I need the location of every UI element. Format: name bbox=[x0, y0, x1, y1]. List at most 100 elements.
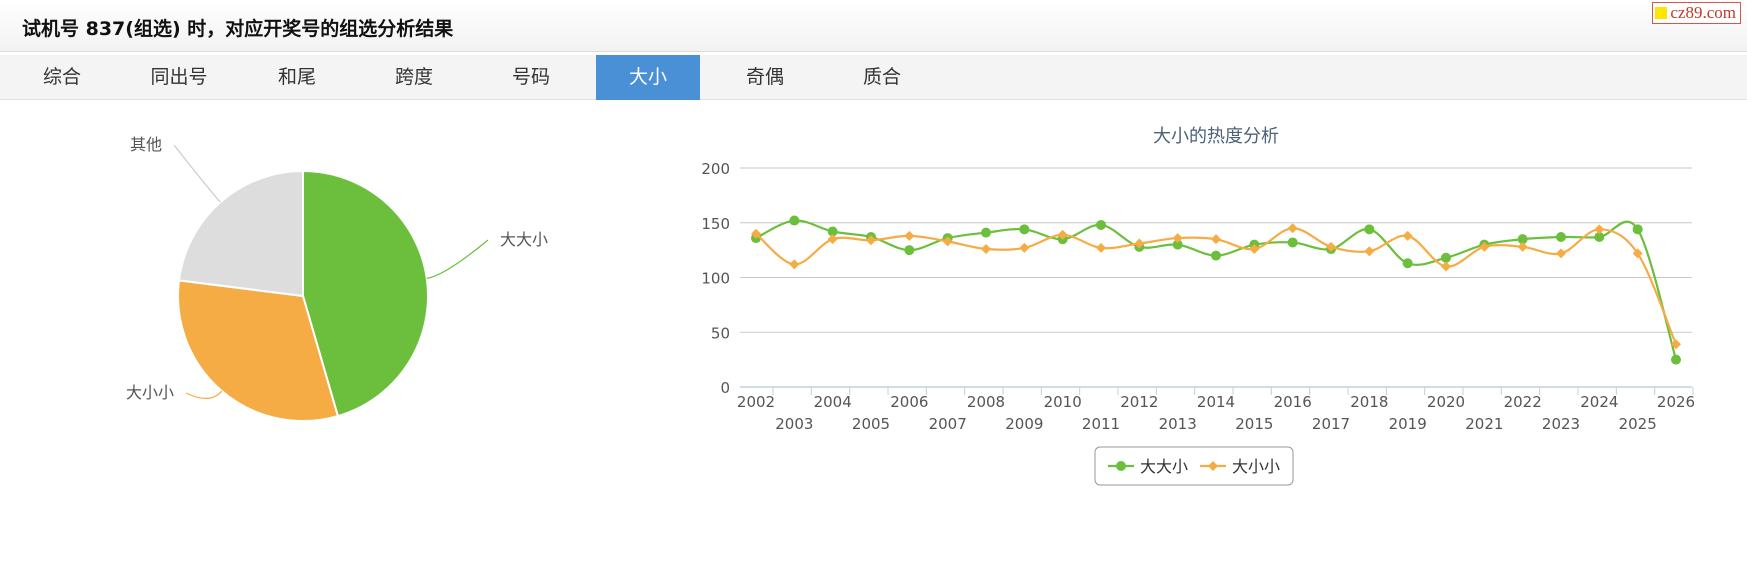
data-point[interactable] bbox=[904, 245, 915, 256]
data-point[interactable] bbox=[1556, 231, 1566, 242]
x-tick-label: 2002 bbox=[737, 393, 775, 411]
data-point[interactable] bbox=[827, 226, 838, 237]
data-point[interactable] bbox=[1594, 231, 1605, 242]
brand-square-icon bbox=[1655, 7, 1668, 19]
tab-和尾[interactable]: 和尾 bbox=[277, 66, 316, 88]
x-tick-label: 2008 bbox=[967, 393, 1005, 411]
x-tick-label: 2016 bbox=[1274, 393, 1312, 411]
y-tick-label: 150 bbox=[701, 215, 730, 233]
x-tick-label: 2014 bbox=[1197, 393, 1235, 411]
x-tick-label: 2023 bbox=[1542, 415, 1580, 433]
page-title: 试机号 837(组选) 时，对应开奖号的组选分析结果 bbox=[22, 18, 454, 40]
data-point[interactable] bbox=[1364, 246, 1375, 257]
data-point[interactable] bbox=[827, 234, 838, 245]
pie-slice[interactable] bbox=[302, 169, 429, 418]
data-point[interactable] bbox=[1019, 224, 1030, 235]
data-point[interactable] bbox=[1287, 237, 1298, 248]
x-tick-label: 2022 bbox=[1504, 393, 1542, 411]
pie-slice[interactable] bbox=[177, 169, 304, 298]
data-point[interactable] bbox=[789, 259, 800, 270]
data-point[interactable] bbox=[1632, 248, 1643, 259]
page-header: 试机号 837(组选) 时，对应开奖号的组选分析结果 cz89.com bbox=[0, 0, 1747, 52]
data-point[interactable] bbox=[1479, 241, 1490, 252]
y-tick-label: 0 bbox=[720, 379, 730, 397]
tab-号码[interactable]: 号码 bbox=[511, 66, 550, 88]
data-point[interactable] bbox=[981, 227, 991, 238]
data-point[interactable] bbox=[789, 215, 800, 226]
data-point[interactable] bbox=[1249, 244, 1260, 255]
tab-奇偶[interactable]: 奇偶 bbox=[745, 66, 784, 88]
x-tick-label: 2018 bbox=[1350, 393, 1388, 411]
tab-同出号[interactable]: 同出号 bbox=[150, 66, 208, 88]
tab-大小[interactable]: 大小 bbox=[596, 55, 700, 100]
chart-legend: 大大小 大小小 bbox=[1094, 446, 1294, 486]
legend-item-label[interactable]: 大小小 bbox=[1232, 457, 1280, 476]
brand-text: cz89.com bbox=[1670, 3, 1736, 22]
x-tick-label: 2011 bbox=[1082, 415, 1120, 433]
tab-质合[interactable]: 质合 bbox=[862, 66, 901, 88]
data-point[interactable] bbox=[1096, 242, 1106, 253]
data-point[interactable] bbox=[981, 244, 991, 255]
x-tick-label: 2006 bbox=[890, 393, 928, 411]
y-tick-label: 100 bbox=[701, 270, 730, 288]
pie-slice-label: 其他 bbox=[130, 135, 162, 154]
legend-marker bbox=[1208, 461, 1218, 471]
data-point[interactable] bbox=[1211, 250, 1221, 261]
data-point[interactable] bbox=[1517, 241, 1528, 252]
x-tick-label: 2026 bbox=[1657, 393, 1695, 411]
data-point[interactable] bbox=[1441, 252, 1451, 263]
tab-跨度[interactable]: 跨度 bbox=[394, 66, 433, 88]
data-point[interactable] bbox=[1172, 239, 1183, 250]
x-tick-label: 2015 bbox=[1235, 415, 1273, 433]
data-point[interactable] bbox=[1096, 219, 1106, 230]
site-brand-badge[interactable]: cz89.com bbox=[1652, 2, 1741, 24]
x-tick-label: 2025 bbox=[1619, 415, 1657, 433]
data-point[interactable] bbox=[751, 228, 761, 239]
data-point[interactable] bbox=[1057, 229, 1068, 240]
data-point[interactable] bbox=[1556, 248, 1566, 259]
pie-slice-label: 大小小 bbox=[126, 383, 174, 402]
data-point[interactable] bbox=[1326, 241, 1336, 252]
data-point[interactable] bbox=[1287, 223, 1298, 234]
line-chart-panel: 大小的热度分析 0 50 100 150 200 2002 2003 2004 2005 2006 2… bbox=[640, 100, 1747, 561]
data-point[interactable] bbox=[1364, 224, 1375, 235]
x-tick-label: 2010 bbox=[1044, 393, 1082, 411]
tab-综合[interactable]: 综合 bbox=[42, 66, 81, 88]
pie-slice-label: 大大小 bbox=[500, 230, 548, 249]
x-tick-label: 2013 bbox=[1159, 415, 1197, 433]
x-tick-label: 2009 bbox=[1005, 415, 1043, 433]
data-point[interactable] bbox=[866, 235, 876, 246]
legend-box bbox=[1094, 446, 1294, 486]
x-tick-label: 2021 bbox=[1465, 415, 1503, 433]
x-tick-label: 2003 bbox=[775, 415, 813, 433]
data-point[interactable] bbox=[904, 230, 915, 241]
data-point[interactable] bbox=[1172, 233, 1183, 244]
data-point[interactable] bbox=[942, 236, 953, 247]
data-point[interactable] bbox=[1594, 224, 1605, 235]
x-tick-label: 2024 bbox=[1580, 393, 1618, 411]
data-point[interactable] bbox=[1402, 230, 1413, 241]
chart-title: 大小的热度分析 bbox=[1153, 126, 1279, 147]
pie-label-connector bbox=[185, 390, 223, 399]
pie-label-connector bbox=[173, 144, 221, 203]
data-point[interactable] bbox=[1517, 234, 1528, 245]
data-point[interactable] bbox=[1019, 242, 1030, 253]
x-tick-label: 2007 bbox=[929, 415, 967, 433]
x-tick-label: 2012 bbox=[1120, 393, 1158, 411]
data-point[interactable] bbox=[1671, 339, 1681, 350]
data-point[interactable] bbox=[1671, 354, 1681, 365]
pie-chart-panel: 大大小大小小 其他 bbox=[0, 100, 620, 561]
x-tick-label: 2019 bbox=[1389, 415, 1427, 433]
x-tick-label: 2017 bbox=[1312, 415, 1350, 433]
data-point[interactable] bbox=[1441, 261, 1451, 272]
pie-slice[interactable] bbox=[177, 279, 340, 422]
legend-item-label[interactable]: 大大小 bbox=[1140, 457, 1188, 476]
data-point[interactable] bbox=[1632, 224, 1643, 235]
x-tick-label: 2020 bbox=[1427, 393, 1465, 411]
line-chart: 大小的热度分析050100150200200220032004200520062… bbox=[701, 126, 1695, 486]
pie-label-connector bbox=[426, 239, 489, 279]
data-point[interactable] bbox=[1402, 258, 1413, 269]
x-tick-label: 2005 bbox=[852, 415, 890, 433]
data-point[interactable] bbox=[1134, 238, 1145, 249]
data-point[interactable] bbox=[1211, 234, 1221, 245]
